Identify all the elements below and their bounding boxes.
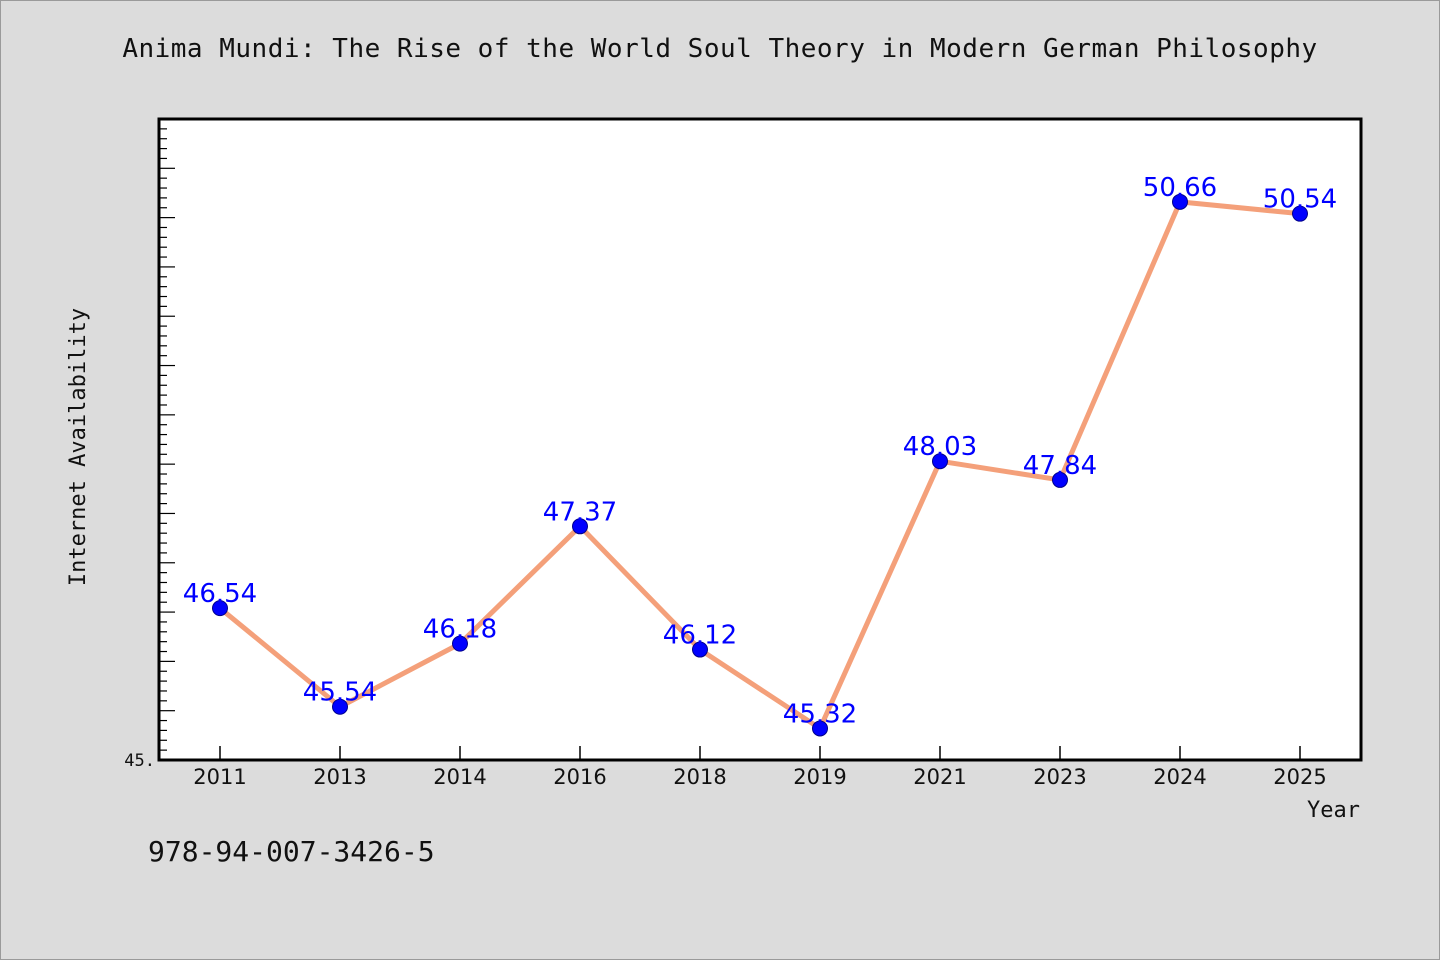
data-label: 46.18 [423, 615, 497, 645]
data-point [572, 518, 588, 535]
x-tick-label: 2014 [433, 765, 486, 789]
isbn-text: 978-94-007-3426-5 [148, 835, 435, 868]
data-label: 47.84 [1023, 451, 1097, 481]
data-label: 50.54 [1263, 185, 1337, 215]
x-tick-label: 2021 [913, 765, 966, 789]
y-tick-label: 45. [124, 751, 155, 771]
x-tick-label: 2025 [1273, 765, 1326, 789]
plot-area [157, 117, 1363, 762]
series-markers [212, 193, 1308, 737]
data-label: 45.32 [783, 699, 857, 729]
x-tick-label: 2019 [793, 765, 846, 789]
x-tick-label: 2013 [313, 765, 366, 789]
x-tick-label: 2024 [1153, 765, 1206, 789]
data-label: 50.66 [1143, 173, 1217, 203]
y-axis-label: Internet Availability [66, 308, 91, 586]
data-point [692, 641, 708, 658]
x-tick-label: 2011 [193, 765, 246, 789]
data-label: 47.37 [543, 497, 617, 527]
data-labels: 46.54 45.54 46.18 47.37 46.12 45.32 48.03 47.84… [183, 173, 1337, 730]
data-point [212, 600, 228, 617]
data-label: 48.03 [903, 432, 977, 462]
chart-title: Anima Mundi: The Rise of the World Soul … [122, 34, 1318, 64]
data-point [812, 720, 828, 737]
series-line [218, 199, 1301, 731]
x-tick-label: 2023 [1033, 765, 1086, 789]
data-point [932, 453, 948, 470]
x-axis-label: Year [1307, 798, 1360, 823]
y-axis-ticks [159, 128, 175, 761]
x-axis-ticks: 2011 2013 2014 2016 2018 2019 2021 2023 2024 2025 [193, 746, 1327, 789]
data-label: 46.12 [663, 621, 737, 651]
data-point [452, 635, 468, 652]
data-point [332, 698, 348, 715]
data-point [1292, 205, 1308, 222]
data-label: 46.54 [183, 579, 257, 609]
data-point [1052, 471, 1068, 488]
data-point [1172, 193, 1188, 210]
x-tick-label: 2018 [673, 765, 726, 789]
data-label: 45.54 [303, 678, 377, 708]
x-tick-label: 2016 [553, 765, 606, 789]
